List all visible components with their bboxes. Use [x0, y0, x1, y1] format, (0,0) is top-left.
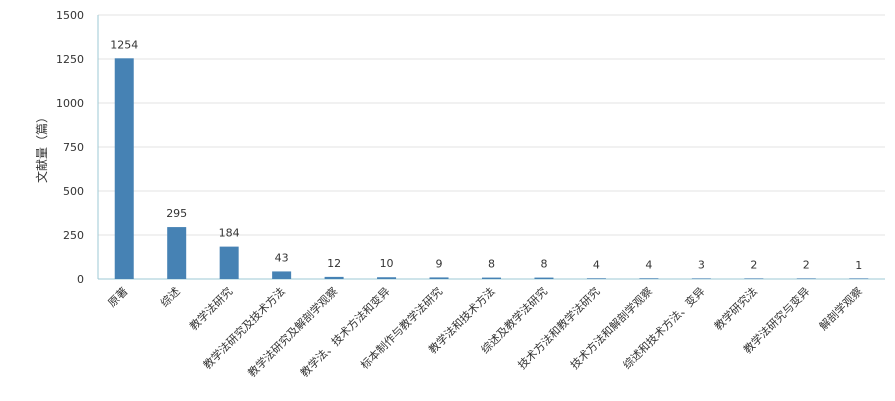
y-tick-label: 1000 [56, 97, 84, 110]
bar [272, 271, 292, 279]
data-label: 2 [750, 259, 757, 272]
data-label: 4 [645, 258, 652, 271]
y-tick-label: 250 [63, 229, 84, 242]
x-tick-labels: 原著 综述 教学法研究教学法研究及技术方法教学法研究及解剖学观察教学法、技术方法和变… [105, 284, 865, 379]
bar [691, 278, 711, 279]
y-axis-title: 文献量（篇） [34, 111, 49, 183]
y-tick-label: 1500 [56, 9, 84, 22]
x-tick-label: 解剖学观察 [816, 284, 865, 333]
data-label: 12 [327, 257, 341, 270]
data-label: 2 [803, 259, 810, 272]
data-label: 8 [540, 258, 547, 271]
y-tick-label: 500 [63, 185, 84, 198]
x-tick-label: 原著 [105, 284, 130, 309]
x-tick-label: 教学法研究及解剖学观察 [245, 284, 340, 379]
data-label: 3 [698, 258, 705, 271]
data-label: 295 [166, 207, 187, 220]
data-label: 9 [436, 257, 443, 270]
grid-lines [98, 14, 885, 236]
x-tick-label: 教学法研究 [186, 284, 235, 333]
bar [586, 278, 606, 279]
x-tick-label: 教学法、技术方法和变异 [297, 284, 392, 379]
bar [377, 277, 397, 279]
bar [219, 246, 239, 279]
data-label: 4 [593, 258, 600, 271]
y-tick-labels: 0 250 500 750 1000 1250 1500 [56, 9, 84, 286]
y-tick-label: 0 [77, 273, 84, 286]
bar [429, 277, 449, 279]
bar [482, 277, 501, 279]
bar [167, 227, 187, 279]
bar [639, 278, 659, 279]
bar [796, 278, 816, 279]
data-label: 1 [855, 259, 862, 272]
data-label: 184 [219, 227, 240, 240]
data-label: 10 [380, 257, 394, 270]
y-tick-label: 1250 [56, 53, 84, 66]
x-tick-label: 综述 [157, 284, 182, 309]
bar [324, 276, 344, 279]
bar [849, 278, 869, 279]
bar [744, 278, 764, 279]
data-label: 43 [275, 251, 289, 264]
x-tick-label: 教学研究法 [711, 284, 760, 333]
bars [114, 58, 869, 279]
bar [114, 58, 134, 279]
bar [534, 277, 554, 279]
y-tick-label: 750 [63, 141, 84, 154]
data-label: 1254 [110, 38, 138, 51]
data-label: 8 [488, 258, 495, 271]
